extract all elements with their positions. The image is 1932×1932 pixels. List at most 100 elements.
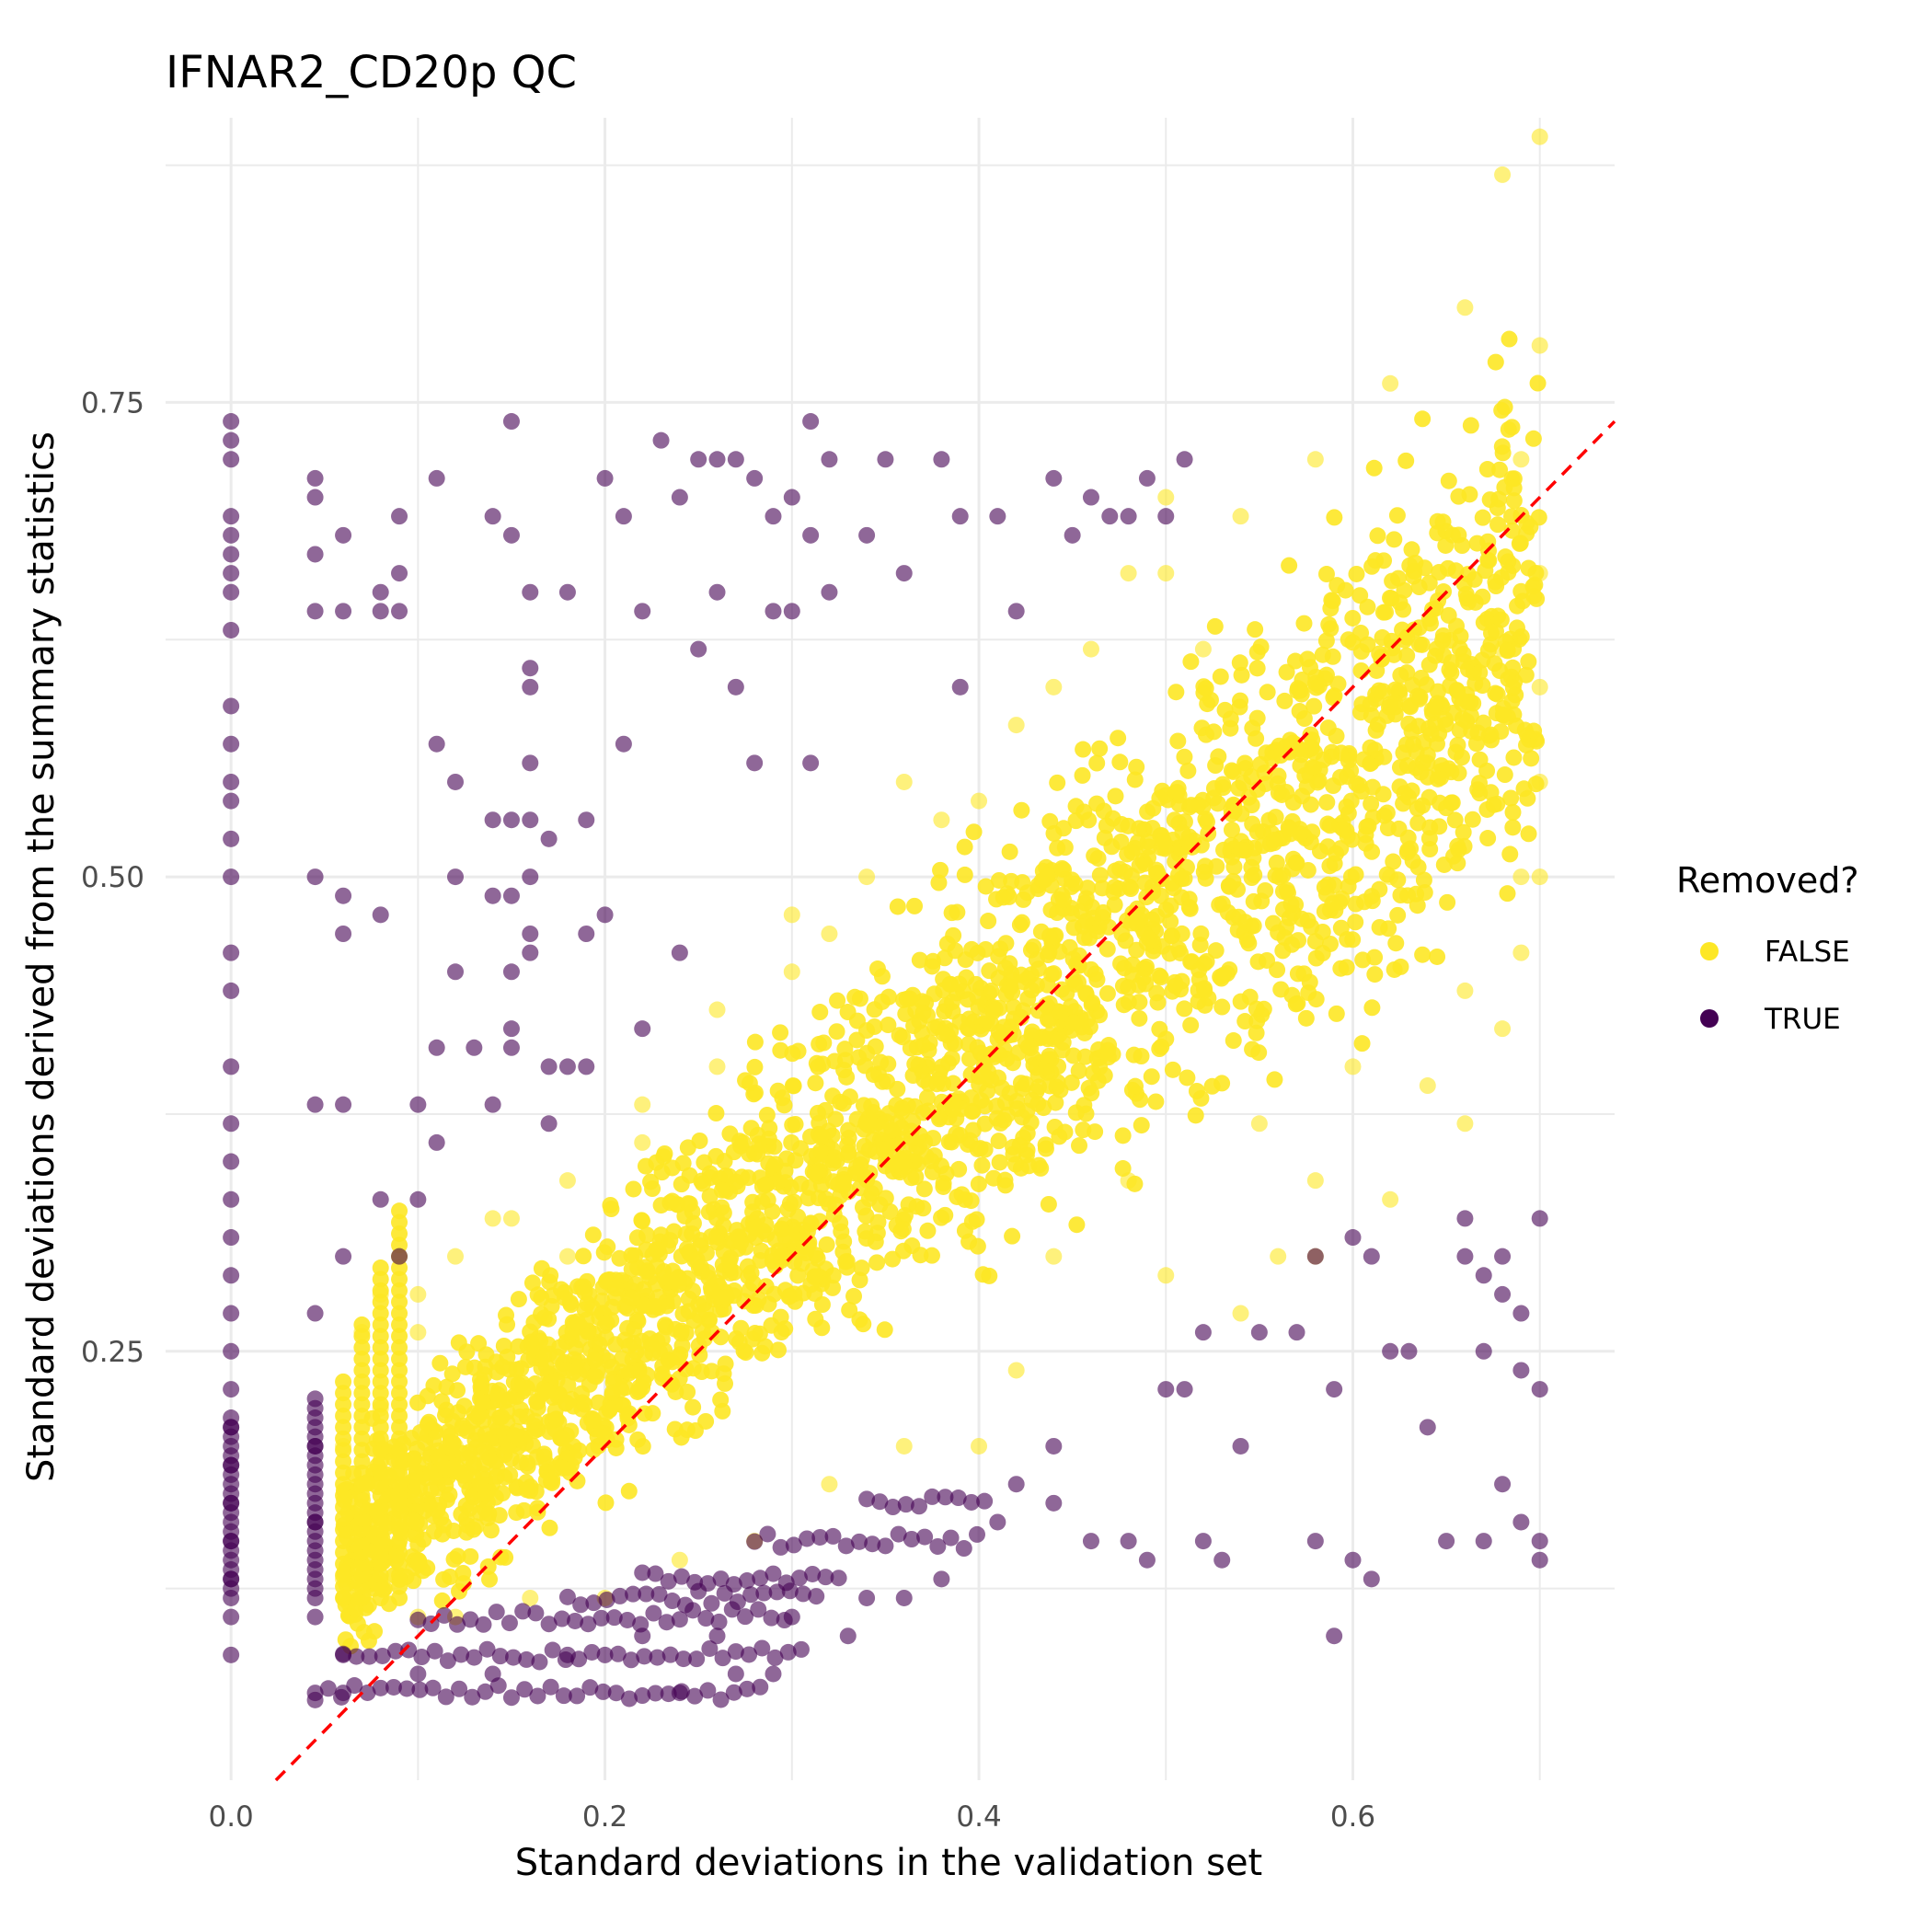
data-point-true — [1082, 489, 1099, 506]
data-point-false — [898, 990, 915, 1007]
data-point-false — [630, 1382, 648, 1399]
data-point-false — [1495, 707, 1512, 724]
data-point-false — [1396, 785, 1413, 802]
data-point-false — [1489, 516, 1507, 534]
data-point-false — [897, 1006, 914, 1023]
data-point-true — [811, 1528, 829, 1546]
data-point-false — [938, 935, 956, 952]
data-point-false — [1496, 766, 1513, 784]
data-point-false — [906, 1055, 924, 1073]
data-point-false — [1414, 410, 1432, 428]
data-point-false — [1225, 1032, 1242, 1050]
data-point-false — [1055, 891, 1073, 909]
x-tick-label: 0.0 — [208, 1800, 253, 1834]
data-point-false — [680, 1290, 697, 1307]
data-point-false — [353, 1373, 371, 1390]
data-point-true — [502, 526, 520, 544]
data-point-false — [430, 1448, 447, 1466]
data-point-true — [428, 1133, 445, 1151]
data-point-false — [873, 968, 891, 985]
data-point-false — [1053, 859, 1071, 877]
data-point-false — [1230, 779, 1248, 797]
data-point-false — [979, 1069, 996, 1087]
data-point-false — [1440, 472, 1457, 489]
data-point-false — [335, 1476, 352, 1493]
data-point-true — [1250, 1324, 1268, 1341]
data-point-false — [1088, 971, 1106, 988]
data-point-false — [965, 823, 983, 841]
data-point-false — [458, 1343, 476, 1361]
data-point-false — [1408, 743, 1425, 761]
data-point-false — [765, 1138, 783, 1156]
data-point-true — [319, 1680, 337, 1697]
data-point-true — [484, 1665, 501, 1683]
data-point-false — [1440, 606, 1457, 624]
data-point-true — [1045, 469, 1063, 487]
data-point-false — [391, 1589, 408, 1606]
data-point-true — [1531, 1381, 1548, 1398]
data-point-true — [1363, 1248, 1380, 1265]
data-point-true — [553, 1610, 570, 1627]
data-point-true — [708, 451, 726, 468]
data-point-true — [361, 1648, 378, 1665]
data-point-true — [660, 1572, 677, 1590]
data-point-false — [1012, 966, 1029, 983]
data-point-false — [883, 1121, 901, 1139]
data-point-false — [1064, 950, 1082, 968]
data-point-false — [1494, 640, 1512, 658]
data-point-true — [824, 1527, 842, 1545]
data-point-false — [1366, 966, 1384, 983]
data-point-false — [854, 1199, 871, 1216]
data-point-false — [914, 1037, 932, 1054]
data-point-false — [1157, 489, 1175, 506]
data-point-false — [1302, 726, 1319, 743]
data-point-false — [985, 1169, 1003, 1187]
data-point-false — [596, 1362, 614, 1379]
data-point-false — [335, 1555, 352, 1572]
data-point-true — [306, 1305, 324, 1322]
data-point-false — [933, 811, 950, 829]
data-point-false — [372, 1316, 389, 1333]
data-point-false — [1196, 996, 1213, 1014]
data-point-false — [1003, 872, 1020, 890]
data-point-false — [1325, 689, 1342, 707]
data-point-false — [335, 1453, 352, 1470]
data-point-false — [1331, 768, 1349, 786]
data-point-true — [569, 1687, 586, 1705]
data-point-true — [527, 1604, 545, 1622]
data-point-false — [1388, 507, 1406, 524]
data-point-false — [437, 1477, 454, 1494]
data-point-true — [502, 1039, 520, 1056]
data-point-false — [597, 1494, 615, 1512]
data-point-true — [783, 603, 800, 620]
data-point-false — [821, 925, 838, 942]
data-point-false — [1347, 914, 1364, 931]
data-point-true — [1120, 1533, 1137, 1550]
data-point-false — [656, 1269, 673, 1286]
data-point-false — [1236, 754, 1254, 772]
data-point-false — [1137, 975, 1155, 993]
data-point-false — [1127, 1077, 1144, 1095]
data-point-false — [335, 1510, 352, 1527]
data-point-true — [348, 1648, 365, 1665]
data-point-false — [886, 1156, 903, 1173]
data-point-false — [1389, 906, 1407, 924]
data-point-false — [1213, 1075, 1231, 1092]
data-point-true — [799, 1530, 816, 1547]
axis-tick-labels: 0.0 0.2 0.4 0.6 0.25 0.50 0.75 — [81, 386, 1375, 1834]
data-point-true — [478, 1640, 496, 1658]
data-point-false — [970, 998, 987, 1016]
data-point-false — [1404, 852, 1421, 869]
data-point-false — [1352, 624, 1370, 641]
data-point-true — [839, 1627, 857, 1645]
data-point-false — [353, 1324, 371, 1341]
data-point-false — [859, 1117, 877, 1134]
data-point-true — [372, 906, 389, 924]
data-point-true — [488, 1604, 505, 1621]
data-point-false — [928, 1075, 946, 1093]
data-point-false — [1500, 420, 1517, 438]
data-point-false — [1232, 508, 1249, 525]
data-point-false — [1180, 899, 1198, 916]
data-point-true — [1419, 1419, 1436, 1436]
data-point-false — [653, 1330, 671, 1348]
